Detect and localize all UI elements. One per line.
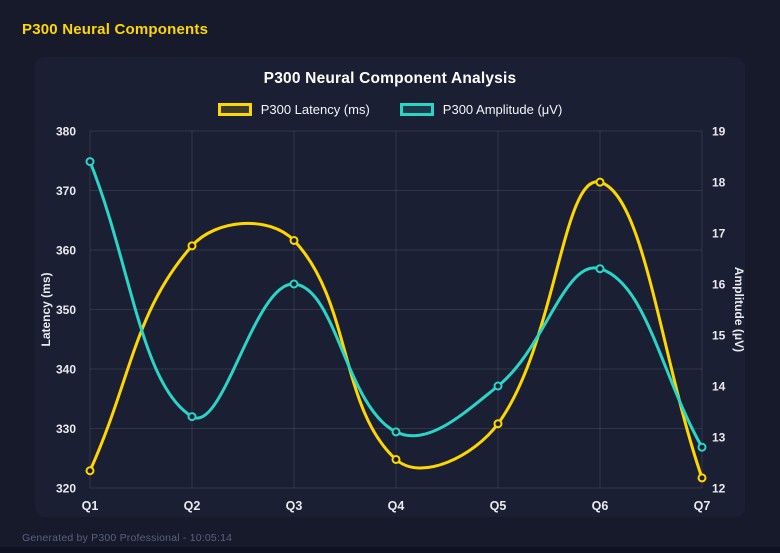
data-point[interactable] <box>391 427 401 437</box>
data-point[interactable] <box>187 241 197 251</box>
svg-text:Q7: Q7 <box>694 499 711 513</box>
data-point[interactable] <box>391 454 401 464</box>
svg-text:380: 380 <box>56 125 76 139</box>
x-axis-labels: Q1 Q2 Q3 Q4 Q5 Q6 Q7 <box>82 499 711 513</box>
y-axis-right-labels: 19 18 17 16 15 14 13 12 <box>712 125 726 496</box>
legend-swatch-amplitude-icon <box>399 103 434 116</box>
y-axis-right-title: Amplitude (μV) <box>732 267 746 352</box>
svg-text:13: 13 <box>712 431 726 445</box>
svg-text:18: 18 <box>712 176 726 190</box>
data-point[interactable] <box>493 381 503 391</box>
series-amplitude[interactable] <box>85 157 707 452</box>
svg-text:16: 16 <box>712 278 726 292</box>
svg-text:Q4: Q4 <box>388 499 405 513</box>
svg-text:17: 17 <box>712 227 726 241</box>
svg-text:14: 14 <box>712 380 726 394</box>
chart-title: P300 Neural Component Analysis <box>263 70 517 87</box>
data-point[interactable] <box>187 412 197 422</box>
data-point[interactable] <box>697 442 707 452</box>
svg-text:Q3: Q3 <box>286 499 303 513</box>
data-point[interactable] <box>289 235 299 245</box>
svg-text:Q1: Q1 <box>82 499 99 513</box>
app-title: P300 Neural Components <box>22 21 209 38</box>
legend-label-amplitude: P300 Amplitude (μV) <box>442 102 563 117</box>
svg-text:350: 350 <box>56 303 76 317</box>
svg-text:320: 320 <box>56 482 76 496</box>
data-point[interactable] <box>595 177 605 187</box>
series-latency[interactable] <box>85 177 707 483</box>
footer-status: Generated by P300 Professional - 10:05:1… <box>22 532 233 544</box>
svg-text:340: 340 <box>56 363 76 377</box>
y-axis-left-title: Latency (ms) <box>39 272 53 346</box>
data-point[interactable] <box>697 473 707 483</box>
legend-item-amplitude[interactable]: P300 Amplitude (μV) <box>399 102 563 117</box>
svg-text:370: 370 <box>56 184 76 198</box>
svg-text:Q2: Q2 <box>184 499 201 513</box>
svg-text:360: 360 <box>56 244 76 258</box>
data-point[interactable] <box>289 279 299 289</box>
svg-text:Q6: Q6 <box>592 499 609 513</box>
window-bottom-edge <box>0 547 780 553</box>
data-point[interactable] <box>85 157 95 167</box>
legend-item-latency[interactable]: P300 Latency (ms) <box>217 102 370 117</box>
legend-label-latency: P300 Latency (ms) <box>260 102 370 117</box>
svg-text:12: 12 <box>712 482 726 496</box>
data-point[interactable] <box>595 264 605 274</box>
svg-text:330: 330 <box>56 422 76 436</box>
legend-swatch-latency-icon <box>217 103 252 116</box>
svg-text:15: 15 <box>712 329 726 343</box>
svg-text:Q5: Q5 <box>490 499 507 513</box>
data-point[interactable] <box>493 419 503 429</box>
data-point[interactable] <box>85 466 95 476</box>
y-axis-left-labels: 380 370 360 350 340 330 320 <box>56 125 76 496</box>
svg-text:19: 19 <box>712 125 726 139</box>
chart-legend: P300 Latency (ms) P300 Amplitude (μV) <box>35 102 745 117</box>
